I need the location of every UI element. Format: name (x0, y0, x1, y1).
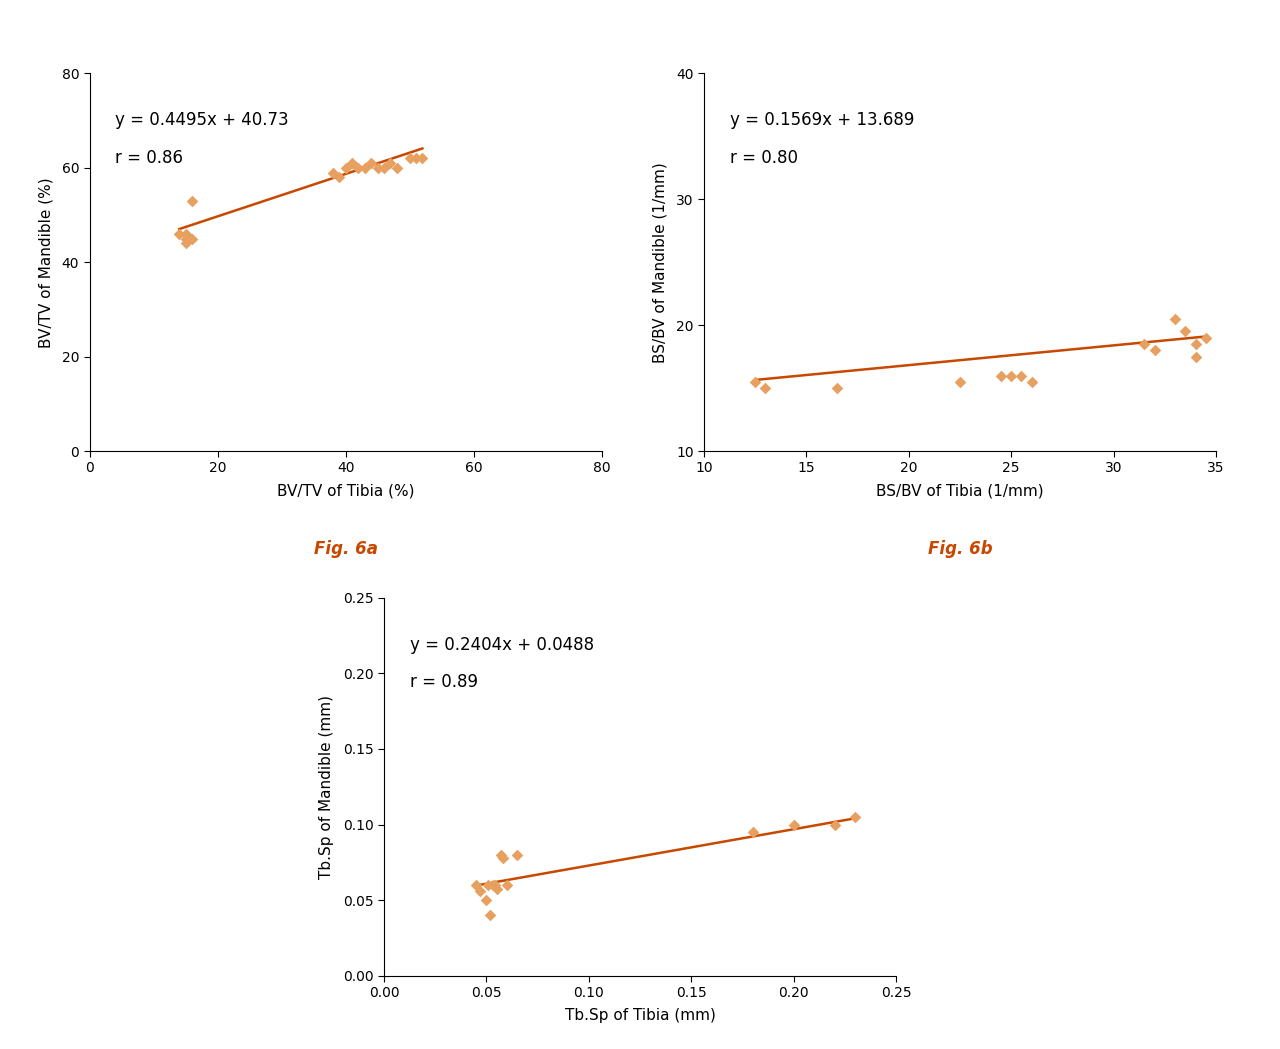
Point (486, 881, 507, 898)
Point (466, 877, 486, 894)
Point (845, 809, 865, 826)
Point (1011, 367, 1032, 384)
Point (335, 159, 356, 176)
Point (470, 882, 490, 899)
Point (1144, 342, 1165, 359)
Point (745, 373, 765, 390)
Point (493, 850, 513, 866)
Point (1134, 336, 1155, 352)
Point (950, 373, 970, 390)
Point (507, 847, 527, 863)
Point (1196, 329, 1216, 346)
Point (480, 906, 500, 923)
Point (497, 877, 517, 894)
Point (783, 816, 804, 833)
Y-axis label: Tb.Sp of Mandible (mm): Tb.Sp of Mandible (mm) (320, 694, 334, 879)
Y-axis label: BV/TV of Mandible (%): BV/TV of Mandible (%) (38, 177, 54, 347)
Point (175, 231, 196, 248)
Text: r = 0.80: r = 0.80 (730, 149, 797, 167)
X-axis label: Tb.Sp of Tibia (mm): Tb.Sp of Tibia (mm) (564, 1008, 716, 1024)
Point (1021, 373, 1042, 390)
Point (399, 150, 420, 167)
Point (329, 169, 349, 186)
Point (406, 150, 426, 167)
Text: y = 0.4495x + 40.73: y = 0.4495x + 40.73 (115, 111, 289, 129)
Point (361, 155, 381, 172)
Point (490, 847, 511, 863)
Y-axis label: BS/BV of Mandible (1/mm): BS/BV of Mandible (1/mm) (653, 162, 668, 363)
Point (476, 892, 497, 908)
Point (175, 235, 196, 252)
Point (380, 155, 401, 172)
Point (367, 159, 388, 176)
Point (348, 159, 369, 176)
Point (755, 380, 776, 397)
Point (991, 367, 1011, 384)
Point (1185, 348, 1206, 365)
Text: y = 0.1569x + 13.689: y = 0.1569x + 13.689 (730, 111, 914, 129)
Point (1175, 323, 1196, 340)
Point (1185, 336, 1206, 352)
X-axis label: BV/TV of Tibia (%): BV/TV of Tibia (%) (276, 484, 415, 499)
Text: Fig. 6a: Fig. 6a (314, 540, 378, 558)
Point (355, 159, 375, 176)
Point (374, 159, 394, 176)
Point (182, 193, 202, 210)
Point (169, 226, 189, 242)
Point (742, 823, 763, 840)
Point (387, 159, 407, 176)
Point (1165, 311, 1185, 327)
Point (182, 231, 202, 248)
Point (412, 150, 433, 167)
X-axis label: BS/BV of Tibia (1/mm): BS/BV of Tibia (1/mm) (877, 484, 1043, 499)
Point (1001, 367, 1021, 384)
Text: y = 0.2404x + 0.0488: y = 0.2404x + 0.0488 (410, 636, 594, 654)
Text: r = 0.86: r = 0.86 (115, 149, 183, 167)
Point (342, 155, 362, 172)
Point (484, 877, 504, 894)
Point (175, 226, 196, 242)
Text: Fig. 6b: Fig. 6b (928, 540, 992, 558)
Point (827, 380, 847, 397)
Point (479, 877, 499, 894)
Point (323, 165, 343, 181)
Point (483, 877, 503, 894)
Text: r = 0.89: r = 0.89 (410, 673, 477, 691)
Point (824, 816, 845, 833)
